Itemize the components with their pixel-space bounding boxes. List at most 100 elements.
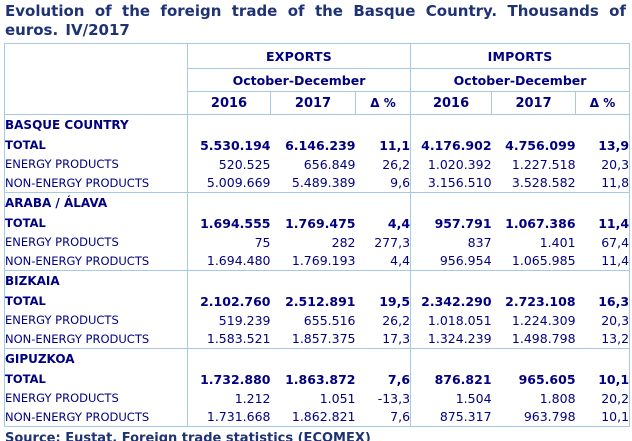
value-cell: 3.528.582	[511, 175, 576, 191]
exports-header: EXPORTS	[186, 43, 412, 69]
value-cell: 5.530.194	[187, 135, 271, 155]
value-cell: 1.583.521	[187, 329, 271, 349]
value-cell: 1.731.668	[187, 407, 271, 427]
value-cell: 875.317	[410, 407, 492, 427]
table-row: TOTAL 5.530.194 6.146.239 11,1 4.176.902 4.75…	[5, 135, 630, 155]
exports-period-header: October-December	[186, 68, 412, 92]
value-cell: 26,2	[382, 156, 411, 172]
value-cell: 520.525	[187, 154, 271, 174]
empty-cell	[410, 114, 492, 136]
value-cell: 963.798	[523, 409, 576, 425]
value-cell: 2.102.760	[187, 291, 271, 311]
empty-cell	[271, 349, 356, 370]
table-row: ENERGY PRODUCTS 75 282 277,3 837 1.401 67,4	[5, 232, 630, 252]
empty-cell	[271, 193, 356, 214]
territory-section: BIZKAIA TOTAL 2.102.760 2.512.891 19,5 2.342.…	[4, 270, 630, 349]
imports-year-2017-header: 2017	[491, 91, 577, 115]
value-cell: 519.239	[187, 310, 271, 330]
value-cell: 5.009.669	[187, 173, 271, 193]
table-row: NON-ENERGY PRODUCTS 1.694.480 1.769.193 4,4…	[5, 251, 630, 271]
row-label: NON-ENERGY PRODUCTS	[5, 253, 150, 268]
section-header-row: GIPUZKOA	[5, 348, 630, 370]
value-cell: 1.694.480	[187, 251, 271, 271]
value-cell: 1.504	[410, 388, 492, 408]
imports-period-header: October-December	[410, 68, 631, 92]
table-row: ENERGY PRODUCTS 519.239 655.516 26,2 1.018.0…	[5, 310, 630, 330]
row-label: ENERGY PRODUCTS	[5, 235, 119, 249]
value-cell: 965.605	[518, 371, 576, 387]
value-cell: 4.756.099	[505, 137, 576, 153]
row-label: ENERGY PRODUCTS	[5, 313, 119, 327]
corner-blank-cell	[4, 43, 188, 115]
value-cell: 26,2	[382, 312, 411, 328]
section-name: BIZKAIA	[5, 274, 60, 289]
value-cell: 2.723.108	[505, 293, 576, 309]
empty-cell	[410, 348, 492, 370]
value-cell: 1.769.475	[285, 215, 356, 231]
section-header-row: BIZKAIA	[5, 270, 630, 292]
value-cell: 11,4	[601, 253, 630, 269]
value-cell: 1.808	[539, 390, 576, 406]
table-header: EXPORTS IMPORTS October-December October…	[4, 43, 631, 115]
value-cell: 1.227.518	[511, 156, 576, 172]
value-cell: 277,3	[374, 234, 411, 250]
table-row: ENERGY PRODUCTS 1.212 1.051 -13,3 1.504 1.808…	[5, 388, 630, 408]
empty-cell	[410, 192, 492, 214]
imports-delta-header: Δ %	[575, 91, 631, 115]
value-cell: 19,5	[379, 293, 411, 309]
value-cell: 655.516	[303, 312, 356, 328]
value-cell: 5.489.389	[291, 175, 356, 191]
value-cell: 7,6	[387, 371, 411, 387]
empty-cell	[271, 115, 356, 136]
value-cell: 957.791	[410, 213, 492, 233]
source-note: Source: Eustat. Foreign trade statistics…	[5, 431, 371, 441]
value-cell: 4,4	[390, 253, 411, 269]
value-cell: 1.051	[319, 390, 356, 406]
empty-cell	[576, 115, 630, 136]
value-cell: 3.156.510	[410, 173, 492, 193]
value-cell: 1.401	[539, 234, 576, 250]
empty-cell	[492, 193, 576, 214]
row-label: NON-ENERGY PRODUCTS	[5, 331, 150, 346]
table-row: TOTAL 1.732.880 1.863.872 7,6 876.821 965.605…	[5, 369, 630, 389]
trade-table: EXPORTS IMPORTS October-December October…	[4, 43, 631, 427]
section-header-row: ARABA / ÁLAVA	[5, 192, 630, 214]
empty-cell	[576, 349, 630, 370]
imports-header: IMPORTS	[410, 43, 631, 69]
territory-section: BASQUE COUNTRY TOTAL 5.530.194 6.146.239 11,…	[4, 114, 630, 193]
table-row: TOTAL 1.694.555 1.769.475 4,4 957.791 1.067.3…	[5, 213, 630, 233]
section-name: BASQUE COUNTRY	[5, 118, 129, 133]
empty-cell	[492, 115, 576, 136]
value-cell: 656.849	[303, 156, 356, 172]
value-cell: 1.769.193	[291, 253, 356, 269]
value-cell: 1.857.375	[291, 331, 356, 347]
value-cell: 1.212	[187, 388, 271, 408]
value-cell: 282	[331, 234, 356, 250]
row-label: NON-ENERGY PRODUCTS	[5, 175, 150, 190]
row-label: TOTAL	[5, 372, 46, 386]
value-cell: 1.863.872	[285, 371, 356, 387]
value-cell: 1.018.051	[410, 310, 492, 330]
value-cell: 4.176.902	[410, 135, 492, 155]
value-cell: 13,2	[601, 331, 630, 347]
table-row: NON-ENERGY PRODUCTS 1.583.521 1.857.375 17,…	[5, 329, 630, 349]
value-cell: 1.020.392	[410, 154, 492, 174]
value-cell: 13,9	[598, 137, 630, 153]
value-cell: 1.694.555	[187, 213, 271, 233]
empty-cell	[492, 349, 576, 370]
section-name: ARABA / ÁLAVA	[5, 196, 108, 211]
section-name: GIPUZKOA	[5, 352, 75, 367]
value-cell: 20,3	[601, 312, 630, 328]
value-cell: 837	[410, 232, 492, 252]
exports-year-2017-header: 2017	[270, 91, 356, 115]
empty-cell	[356, 349, 411, 370]
value-cell: 10,1	[601, 409, 630, 425]
empty-cell	[356, 271, 411, 292]
exports-year-2016-header: 2016	[187, 91, 271, 115]
empty-cell	[492, 271, 576, 292]
territory-section: GIPUZKOA TOTAL 1.732.880 1.863.872 7,6 876.82…	[4, 348, 630, 427]
value-cell: 11,4	[598, 215, 630, 231]
imports-year-2016-header: 2016	[410, 91, 493, 115]
value-cell: 9,6	[390, 175, 411, 191]
value-cell: 11,1	[379, 137, 411, 153]
